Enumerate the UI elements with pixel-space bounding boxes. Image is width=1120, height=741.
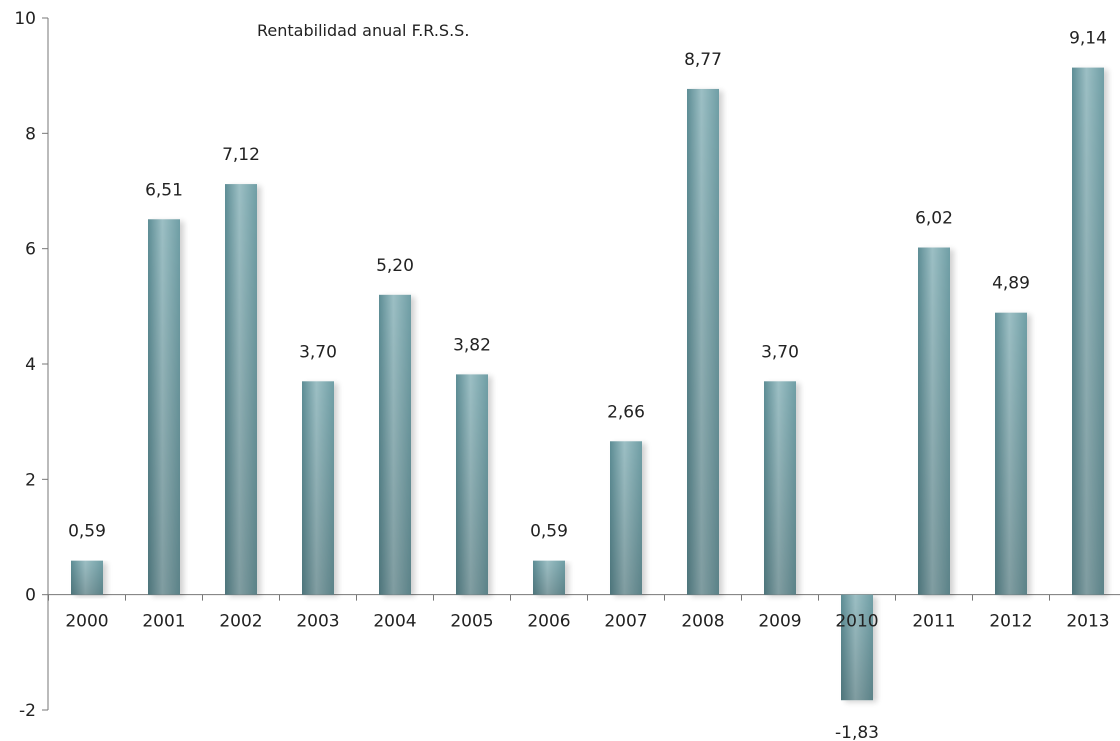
data-label: 8,77 bbox=[684, 50, 722, 70]
data-label: 5,20 bbox=[376, 256, 414, 276]
bar-shade bbox=[841, 594, 873, 701]
x-tick-label: 2001 bbox=[142, 612, 185, 632]
x-tick-label: 2010 bbox=[835, 612, 878, 632]
bar-shade bbox=[764, 381, 796, 595]
x-tick-label: 2005 bbox=[450, 612, 493, 632]
bar-series bbox=[71, 67, 1104, 701]
x-tick-label: 2007 bbox=[604, 612, 647, 632]
data-label: 6,02 bbox=[915, 209, 953, 229]
bar-2007 bbox=[610, 441, 642, 595]
bar-shade bbox=[533, 560, 565, 595]
bar-shade bbox=[918, 247, 950, 595]
bar-2009 bbox=[764, 381, 796, 595]
bar-2000 bbox=[71, 560, 103, 595]
data-label: 0,59 bbox=[68, 522, 106, 542]
x-tick-label: 2000 bbox=[65, 612, 108, 632]
bar-2006 bbox=[533, 560, 565, 595]
data-label: 3,70 bbox=[761, 342, 799, 362]
data-label: 7,12 bbox=[222, 145, 260, 165]
x-tick-label: 2011 bbox=[912, 612, 955, 632]
y-tick-label: 8 bbox=[25, 124, 36, 144]
bar-shade bbox=[302, 381, 334, 595]
bar-shade bbox=[456, 374, 488, 595]
x-tick-label: 2003 bbox=[296, 612, 339, 632]
data-label: 4,89 bbox=[992, 274, 1030, 294]
bar-2005 bbox=[456, 374, 488, 595]
y-axis: -2 0 2 4 6 8 10 bbox=[14, 9, 49, 721]
bar-2004 bbox=[379, 294, 411, 595]
data-label: -1,83 bbox=[835, 723, 879, 741]
data-label: 3,70 bbox=[299, 342, 337, 362]
bar-shade bbox=[225, 184, 257, 595]
bar-shade bbox=[379, 294, 411, 595]
x-tick-label: 2012 bbox=[989, 612, 1032, 632]
bar-2011 bbox=[918, 247, 950, 595]
bar-shade bbox=[995, 312, 1027, 595]
bar-2002 bbox=[225, 184, 257, 595]
data-label: 2,66 bbox=[607, 402, 645, 422]
x-tick-label: 2008 bbox=[681, 612, 724, 632]
x-axis bbox=[48, 594, 1120, 601]
x-tick-label: 2002 bbox=[219, 612, 262, 632]
data-label: 3,82 bbox=[453, 335, 491, 355]
data-label: 6,51 bbox=[145, 180, 183, 200]
data-label: 9,14 bbox=[1069, 29, 1107, 49]
x-tick-label: 2004 bbox=[373, 612, 416, 632]
bar-shade bbox=[610, 441, 642, 595]
x-tick-label: 2009 bbox=[758, 612, 801, 632]
x-tick-label: 2006 bbox=[527, 612, 570, 632]
bar-shade bbox=[71, 560, 103, 595]
bar-shade bbox=[687, 88, 719, 595]
y-tick-label: 10 bbox=[14, 9, 36, 29]
bar-2010 bbox=[841, 594, 873, 701]
bar-2008 bbox=[687, 88, 719, 595]
y-tick-label: 0 bbox=[25, 586, 36, 606]
bar-2013 bbox=[1072, 67, 1104, 595]
y-tick-label: 6 bbox=[25, 240, 36, 260]
x-tick-label: 2013 bbox=[1066, 612, 1109, 632]
bar-shade bbox=[148, 219, 180, 595]
bar-2001 bbox=[148, 219, 180, 595]
y-tick-label: -2 bbox=[19, 701, 36, 721]
bar-2012 bbox=[995, 312, 1027, 595]
data-labels: 2000 0,59 2001 6,51 2002 7,12 2003 3,70 2004 5,20… bbox=[65, 29, 1109, 741]
y-tick-label: 4 bbox=[25, 355, 36, 375]
data-label: 0,59 bbox=[530, 522, 568, 542]
y-tick-label: 2 bbox=[25, 470, 36, 490]
bar-shade bbox=[1072, 67, 1104, 595]
bar-2003 bbox=[302, 381, 334, 595]
chart-title: Rentabilidad anual F.R.S.S. bbox=[257, 21, 469, 40]
